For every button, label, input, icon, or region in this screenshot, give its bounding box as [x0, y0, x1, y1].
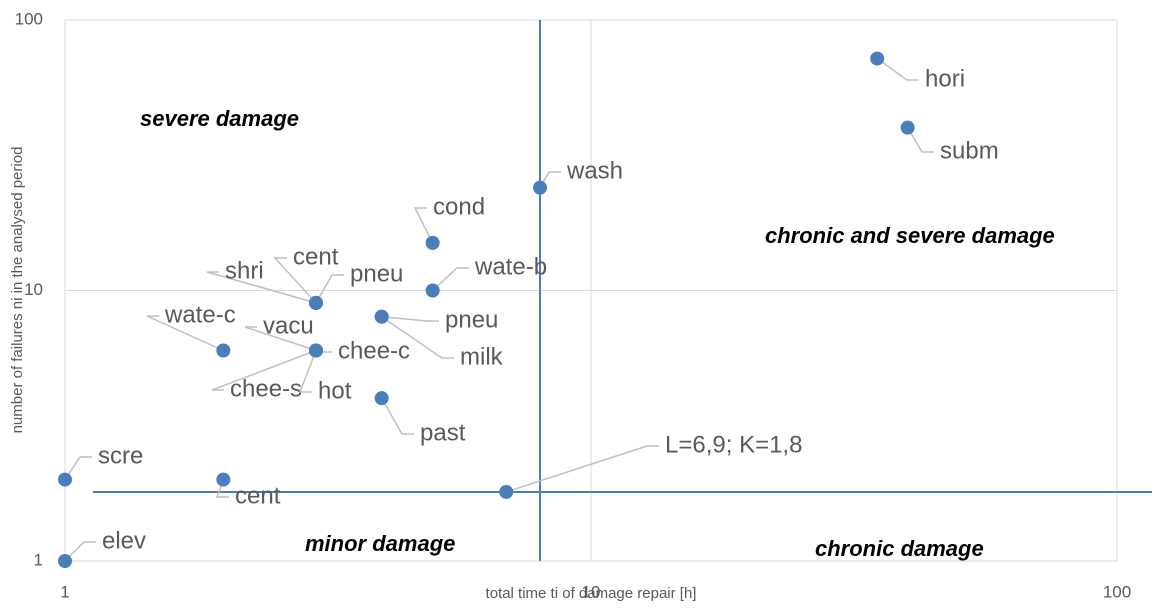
- point: [58, 554, 72, 568]
- leader-line: [64, 456, 92, 480]
- x-tick-label: 10: [582, 582, 601, 601]
- leader-line: [381, 316, 454, 359]
- point: [499, 484, 514, 499]
- point: [425, 283, 440, 298]
- point: [374, 309, 389, 324]
- point-label: hori: [925, 65, 965, 92]
- leader-line: [876, 57, 919, 81]
- leader-line: [432, 267, 469, 292]
- point-label: chee-c: [338, 337, 410, 364]
- point: [308, 295, 323, 310]
- point-label: shri: [225, 257, 264, 284]
- leader-line: [381, 315, 439, 322]
- point-label: cent: [235, 482, 281, 509]
- point-label: wate-b: [474, 253, 547, 280]
- region-label: chronic and severe damage: [765, 223, 1055, 248]
- point: [216, 472, 231, 487]
- point-label: L=6,9; K=1,8: [665, 431, 802, 458]
- point-label: pneu: [445, 306, 498, 333]
- point: [900, 120, 915, 135]
- y-axis-label: number of failures ni in the analysed pe…: [9, 147, 26, 434]
- point: [374, 391, 389, 406]
- point: [870, 51, 885, 66]
- point-label: wash: [566, 157, 623, 184]
- leader-line: [506, 445, 659, 493]
- region-label: minor damage: [305, 531, 455, 556]
- point-label: pneu: [350, 260, 403, 287]
- leader-line: [907, 127, 934, 153]
- point-label: past: [420, 419, 466, 446]
- leader-line: [211, 349, 317, 391]
- point: [58, 472, 72, 487]
- point-label: milk: [460, 343, 504, 370]
- point: [533, 180, 548, 195]
- y-tick-label: 1: [34, 550, 43, 569]
- y-tick-label: 100: [15, 9, 43, 28]
- region-label: severe damage: [140, 106, 299, 131]
- leader-line: [413, 207, 434, 244]
- point-label: vacu: [263, 312, 314, 339]
- leader-line: [381, 397, 414, 435]
- region-label: chronic damage: [815, 536, 984, 561]
- x-tick-label: 1: [60, 582, 69, 601]
- point: [425, 235, 440, 250]
- point-label: scre: [98, 442, 143, 469]
- leader-line: [244, 326, 317, 352]
- y-tick-label: 10: [24, 280, 43, 299]
- point-label: chee-s: [230, 375, 302, 402]
- x-axis-label: total time ti of damage repair [h]: [486, 585, 697, 602]
- leader-line: [273, 257, 317, 304]
- leader-line: [64, 541, 96, 562]
- point-label: cent: [293, 243, 339, 270]
- leader-line: [315, 274, 344, 304]
- leader-line: [146, 315, 224, 352]
- point-label: elev: [102, 527, 146, 554]
- point-label: wate-c: [164, 301, 236, 328]
- point: [216, 343, 231, 358]
- point-label: subm: [940, 137, 999, 164]
- x-tick-label: 100: [1103, 582, 1131, 601]
- point: [308, 343, 323, 358]
- point-label: cond: [433, 193, 485, 220]
- leader-line: [298, 350, 317, 393]
- leader-line: [206, 271, 317, 304]
- point-label: hot: [318, 377, 352, 404]
